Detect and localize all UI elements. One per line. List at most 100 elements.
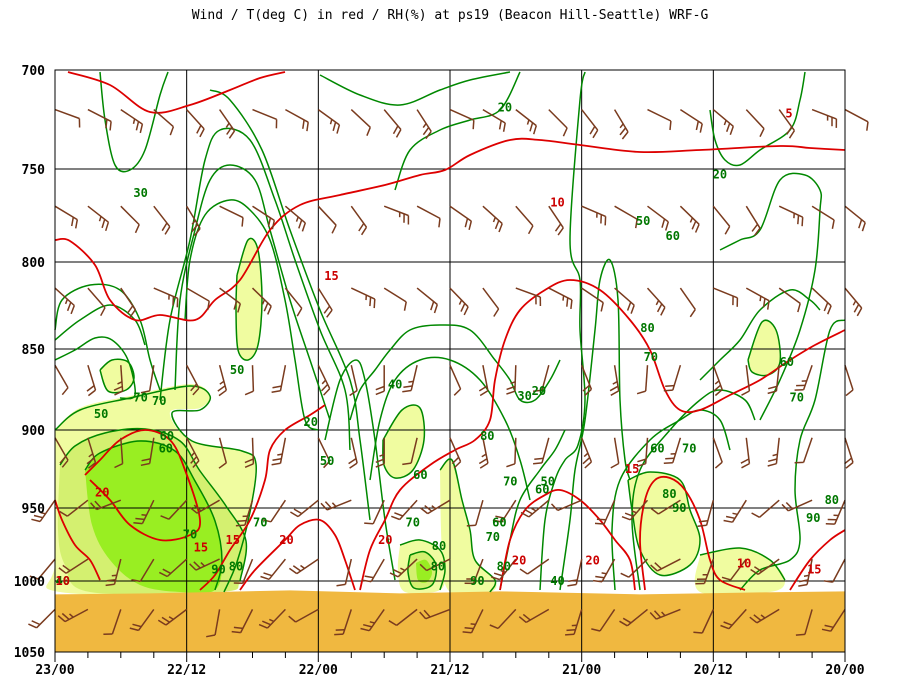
- wind-barb-flag-67-1: [320, 383, 329, 392]
- wind-barb-flag-128-1: [589, 126, 596, 135]
- t-contour-0: [67, 71, 286, 114]
- wind-barb-flag-124-0: [533, 462, 543, 465]
- temp-label-5: 15: [807, 562, 821, 576]
- wind-barb-flag-38-0: [158, 571, 168, 578]
- temp-label-12: 20: [95, 485, 109, 499]
- wind-barb-flag-88-2: [422, 123, 427, 129]
- wind-barb-flag-53-0: [235, 524, 245, 527]
- wind-barb-flag-46-1: [193, 561, 201, 569]
- wind-barb-flag-22-0: [105, 583, 115, 587]
- wind-barb-flag-83-0: [375, 390, 385, 396]
- wind-barb-72: [350, 109, 371, 128]
- wind-barb-flag-36-2: [190, 452, 196, 457]
- temp-label-1: 10: [550, 196, 564, 210]
- wind-barb-192: [844, 108, 869, 123]
- wind-barb-flag-116-0: [506, 463, 516, 468]
- wind-barb-flag-190-0: [798, 583, 808, 587]
- wind-barb-flag-2-2: [64, 298, 69, 305]
- wind-barb-flag-198-0: [823, 580, 833, 583]
- wind-barb-flag-88-1: [422, 127, 430, 136]
- wind-barb-flag-67-2: [321, 379, 327, 385]
- wind-barb-flag-31-1: [132, 623, 142, 628]
- wind-barb-flag-100-1: [451, 456, 460, 465]
- wind-barb-44: [218, 437, 228, 464]
- wind-barb-147: [644, 365, 649, 392]
- wind-barb-flag-3-0: [61, 387, 69, 396]
- wind-barb-flag-49-1: [267, 217, 272, 227]
- temp-label-10: 15: [225, 533, 239, 547]
- rh-label-15: 60: [650, 442, 664, 456]
- wind-barb-flag-13-0: [59, 510, 68, 517]
- wind-barb-flag-39-0: [157, 619, 167, 626]
- rh-contour-0: [54, 283, 161, 391]
- temp-label-11: 15: [194, 540, 208, 554]
- rh-label-32: 70: [253, 516, 267, 530]
- wind-barb-flag-68-0: [323, 460, 331, 469]
- wind-barb-flag-46-2: [200, 562, 206, 567]
- wind-barb-flag-177-0: [801, 217, 804, 227]
- wind-barb-flag-57-0: [301, 222, 307, 232]
- wind-barb-flag-127-0: [518, 616, 527, 623]
- rh-label-11: 40: [388, 378, 402, 392]
- wind-barb-flag-173-2: [732, 512, 738, 516]
- wind-barb-178: [778, 287, 801, 305]
- wind-barb-flag-153-0: [694, 224, 700, 233]
- wind-barb-flag-55-1: [233, 626, 243, 630]
- wind-barb-flag-35-1: [190, 383, 198, 392]
- rh-label-38: 80: [431, 559, 445, 573]
- wind-barb-flag-108-1: [478, 458, 488, 465]
- wind-barb-flag-33-0: [193, 228, 201, 237]
- wind-barb-188: [802, 437, 813, 463]
- wind-barb-flag-199-1: [824, 624, 834, 629]
- wind-barb-119: [497, 608, 517, 629]
- rh-label-6: 70: [644, 350, 658, 364]
- wind-barb-flag-155-0: [663, 389, 673, 392]
- wind-barb-flag-163-0: [714, 389, 723, 397]
- wind-barb-flag-152-0: [699, 123, 703, 133]
- t-contour-7: [499, 488, 636, 591]
- rh-contour-6: [159, 127, 351, 451]
- wind-barb-flag-154-0: [689, 308, 696, 318]
- wind-barb-flag-119-0: [489, 624, 499, 630]
- rh-label-43: 50: [94, 407, 108, 421]
- wind-barb-flag-2-1: [66, 302, 72, 312]
- wind-barb-flag-18-1: [126, 305, 134, 314]
- wind-barb-122: [548, 287, 573, 301]
- wind-barb-flag-125-0: [520, 511, 530, 518]
- wind-barb-17: [120, 205, 140, 226]
- wind-barb-flag-5-2: [40, 511, 46, 515]
- wind-barb-flag-64-2: [329, 119, 333, 125]
- wind-barb-flag-113-0: [527, 225, 534, 235]
- wind-barb-flag-137-0: [634, 219, 638, 229]
- wind-barb-flag-15-0: [57, 615, 66, 623]
- wind-barb-flag-77-2: [331, 502, 337, 507]
- wind-barb-flag-132-1: [582, 457, 591, 465]
- wind-barb-flag-132-0: [584, 461, 592, 469]
- y-tick-label-800: 800: [22, 256, 46, 271]
- rh-contour-17: [631, 389, 756, 591]
- rh-label-21: 50: [540, 475, 554, 489]
- rh-fill-9: [440, 458, 497, 596]
- wind-barb-99: [449, 364, 462, 390]
- wind-barb-flag-192-0: [866, 121, 869, 131]
- temp-label-0: 5: [785, 107, 792, 121]
- x-tick-label-6: 20/00: [825, 663, 864, 678]
- wind-barb-flag-111-2: [470, 623, 476, 626]
- wind-barb-flag-107-0: [479, 390, 489, 397]
- wind-barb-flag-91-1: [403, 385, 413, 388]
- rh-label-2: 30: [133, 186, 147, 200]
- wind-barb-flag-176-0: [788, 130, 796, 139]
- wind-barb-flag-27-0: [140, 390, 150, 394]
- rh-contour-9: [394, 71, 521, 191]
- wind-barb-95: [396, 608, 418, 626]
- wind-barb-flag-95-0: [388, 620, 397, 627]
- wind-barb-180: [775, 437, 780, 464]
- wind-barb-flag-151-0: [619, 620, 628, 627]
- wind-barb-61: [270, 499, 287, 523]
- t-contour-1: [54, 137, 846, 322]
- wind-barb-flag-156-1: [665, 457, 675, 460]
- wind-barb-flag-122-2: [562, 295, 565, 301]
- wind-barb-flag-140-0: [610, 462, 620, 469]
- wind-barb-flag-121-0: [557, 227, 564, 236]
- wind-barb-flag-196-1: [844, 457, 853, 465]
